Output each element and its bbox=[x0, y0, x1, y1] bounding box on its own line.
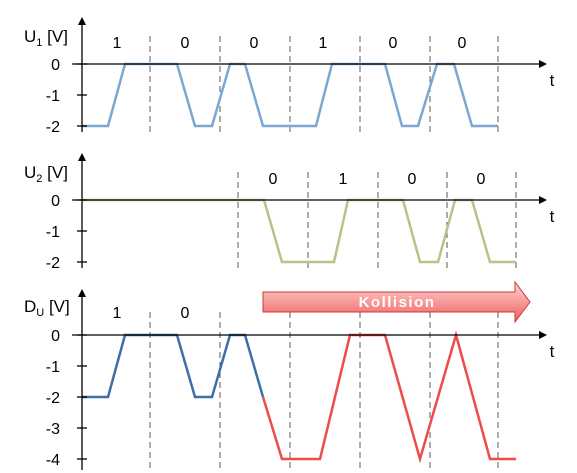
panel-u2: U2 [V] 0 -1 -2 0 1 0 0 t bbox=[24, 153, 555, 272]
u1-bit-label: 0 bbox=[250, 35, 259, 52]
collision-label: Kollision bbox=[359, 294, 436, 311]
du-tick-label: -2 bbox=[46, 390, 60, 407]
u1-bit-label: 0 bbox=[458, 35, 467, 52]
u1-t-label: t bbox=[550, 71, 555, 90]
du-bit-label: 0 bbox=[181, 305, 190, 322]
collision-arrow bbox=[262, 280, 531, 324]
du-tick-label: 0 bbox=[51, 328, 60, 345]
u1-axis-title: U1 [V] bbox=[24, 27, 68, 49]
u1-tick-label: -2 bbox=[46, 119, 60, 136]
u2-t-label: t bbox=[550, 207, 555, 226]
du-signal-trace-before bbox=[82, 333, 265, 399]
du-t-label: t bbox=[550, 342, 555, 361]
u2-bit-dividers bbox=[237, 172, 517, 268]
u1-x-axis-arrow bbox=[539, 60, 547, 68]
u2-signal-trace bbox=[82, 198, 516, 264]
panel-u1: U1 [V] 0 -1 -2 1 0 0 1 0 0 t bbox=[24, 17, 555, 136]
u1-bit-label: 1 bbox=[319, 35, 328, 52]
u1-tick-label: -1 bbox=[46, 88, 60, 105]
u2-bit-label: 0 bbox=[477, 171, 486, 188]
du-axis-title: DU [V] bbox=[24, 297, 70, 319]
u1-bit-label: 0 bbox=[389, 35, 398, 52]
u1-y-axis-arrow bbox=[78, 17, 86, 25]
panel-du: DU [V] 0 -1 -2 -3 -4 1 0 Kollision bbox=[24, 280, 555, 470]
u2-tick-label: -2 bbox=[46, 255, 60, 272]
du-signal-trace-collision bbox=[261, 330, 516, 464]
u2-bit-label: 0 bbox=[408, 171, 417, 188]
u1-bit-dividers bbox=[149, 36, 499, 132]
u2-bit-label: 1 bbox=[339, 171, 348, 188]
du-tick-label: -1 bbox=[46, 359, 60, 376]
u2-tick-label: 0 bbox=[51, 193, 60, 210]
u1-bit-label: 1 bbox=[113, 35, 122, 52]
du-y-axis-arrow bbox=[78, 289, 86, 297]
u1-bit-label: 0 bbox=[181, 35, 190, 52]
du-x-axis-arrow bbox=[539, 331, 547, 339]
u2-tick-label: -1 bbox=[46, 224, 60, 241]
du-tick-label: -3 bbox=[46, 421, 60, 438]
du-tick-label: -4 bbox=[46, 452, 60, 469]
collision-banner: Kollision bbox=[262, 280, 531, 324]
du-bit-label: 1 bbox=[113, 305, 122, 322]
u2-bit-label: 0 bbox=[269, 171, 278, 188]
u2-y-axis-arrow bbox=[78, 153, 86, 161]
u2-x-axis-arrow bbox=[539, 196, 547, 204]
u1-tick-label: 0 bbox=[51, 57, 60, 74]
u2-axis-title: U2 [V] bbox=[24, 163, 68, 185]
du-bit-dividers bbox=[149, 312, 499, 470]
